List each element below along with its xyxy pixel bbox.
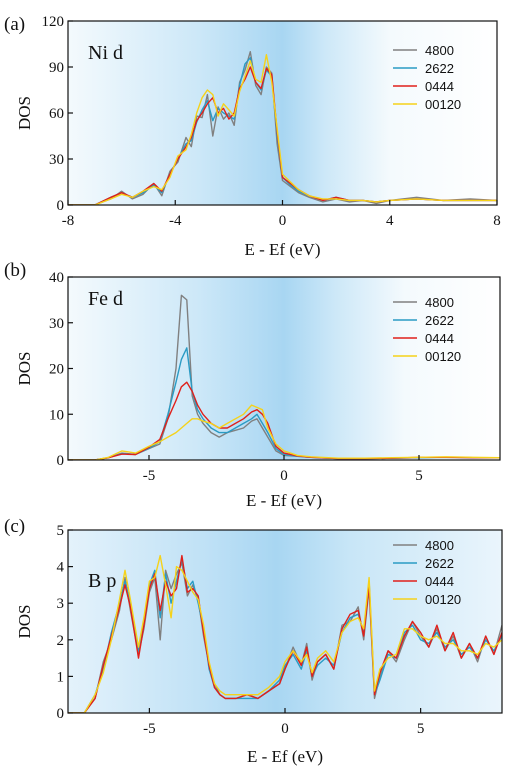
series-group [68,554,502,713]
x-tick-label: 0 [280,468,288,484]
y-tick-label: 10 [49,407,64,423]
legend-label-2622: 2622 [425,61,454,76]
series-group [68,51,497,205]
series-group [68,294,500,460]
x-tick-label: -4 [169,213,182,229]
y-tick-label: 120 [42,14,65,30]
y-tick-label: 30 [49,152,64,168]
panel-label: (b) [4,260,26,281]
y-tick-label: 20 [49,362,64,378]
x-axis-label: E - Ef (eV) [247,747,323,766]
legend-label-4800: 4800 [425,295,454,310]
x-tick-label: 8 [493,213,501,229]
x-tick-label: 0 [281,721,289,737]
legend-label-4800: 4800 [425,538,454,553]
y-axis-label: DOS [15,604,34,638]
plot-background [68,277,500,460]
legend-label-0444: 0444 [425,79,454,94]
legend-label-4800: 4800 [425,43,454,58]
legend-label-00120: 00120 [425,349,461,364]
panel-annotation: Ni d [88,42,123,64]
y-tick-label: 90 [49,60,64,76]
y-axis-label: DOS [15,96,34,130]
x-tick-label: -5 [143,721,156,737]
series-line-0444 [68,554,502,713]
legend-label-0444: 0444 [425,331,454,346]
legend-label-0444: 0444 [425,574,454,589]
series-line-00120 [68,554,502,713]
legend-label-00120: 00120 [425,97,461,112]
y-tick-label: 0 [57,706,65,722]
series-line-00120 [68,54,497,205]
panel-annotation: B p [88,570,116,592]
x-tick-label: -8 [62,213,75,229]
y-tick-label: 5 [57,523,65,539]
y-tick-label: 60 [49,106,64,122]
panel-2: -5 0 5 0 10 20 30 40 E - Ef (eV) DOS (b) Fe d 4800 26… [4,260,501,510]
legend: 4800 2622 0444 00120 [393,538,461,607]
x-axis-label: E - Ef (eV) [245,240,321,259]
x-tick-label: 0 [279,213,287,229]
legend: 4800 2622 0444 00120 [393,295,461,364]
panel-annotation: Fe d [88,288,123,310]
legend-label-2622: 2622 [425,313,454,328]
panel-label: (c) [4,516,25,537]
y-tick-label: 3 [57,596,65,612]
series-line-00120 [68,404,500,460]
panel-1: -8 -4 0 4 8 0 30 60 90 120 E - Ef (eV) DOS (a) Ni d 48… [4,14,501,259]
y-tick-label: 0 [57,198,65,214]
y-tick-label: 2 [57,633,65,649]
panel-label: (a) [4,14,25,35]
x-axis-label: E - Ef (eV) [246,491,322,510]
y-tick-label: 1 [57,669,65,685]
y-tick-label: 0 [57,453,65,469]
y-axis-label: DOS [15,351,34,385]
plot-background [68,530,502,713]
panel-3: -5 0 5 0 1 2 3 4 5 E - Ef (eV) DOS (c) B p 4800 2622 04… [4,516,503,766]
legend-label-2622: 2622 [425,556,454,571]
x-tick-label: 5 [415,468,423,484]
y-tick-label: 40 [49,270,64,286]
legend: 4800 2622 0444 00120 [393,43,461,112]
y-tick-label: 30 [49,316,64,332]
y-tick-label: 4 [57,560,65,576]
x-tick-label: -5 [143,468,156,484]
x-tick-label: 5 [417,721,425,737]
legend-label-00120: 00120 [425,592,461,607]
x-tick-label: 4 [386,213,394,229]
